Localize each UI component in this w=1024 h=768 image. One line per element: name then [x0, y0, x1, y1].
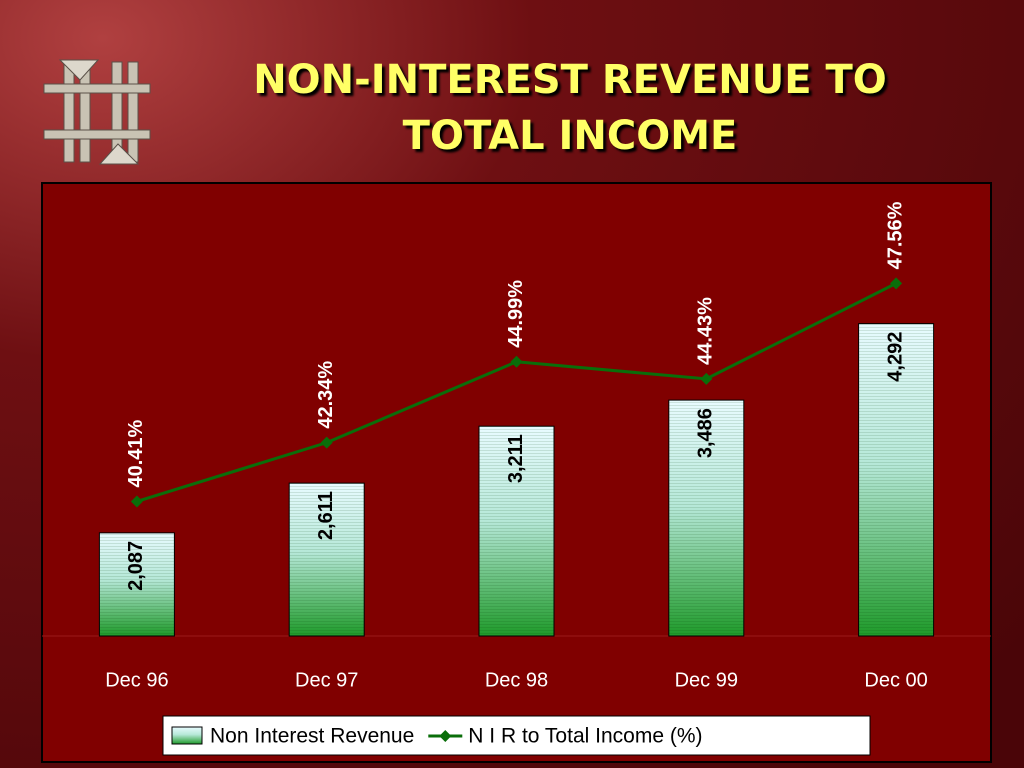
line-value-label: 44.43% — [695, 297, 717, 365]
bar-texture — [289, 483, 365, 636]
legend-label: Non Interest Revenue — [210, 725, 414, 748]
x-tick-label: Dec 99 — [675, 669, 738, 691]
bar-texture — [479, 426, 554, 636]
legend — [162, 715, 871, 756]
bar-texture — [668, 400, 744, 636]
x-tick-label: Dec 96 — [105, 669, 168, 691]
legend-label: N I R to Total Income (%) — [468, 725, 702, 748]
bar-texture — [99, 532, 175, 636]
line-value-label: 42.34% — [315, 361, 337, 429]
title: NON-INTEREST REVENUE TO TOTAL INCOME — [253, 57, 887, 159]
legend-swatch — [171, 726, 203, 745]
bar-value-label: 2,611 — [315, 491, 337, 540]
bar-value-label: 2,087 — [125, 541, 147, 591]
legend-marker — [439, 730, 452, 742]
line-marker — [510, 355, 523, 368]
line-marker — [130, 495, 143, 508]
x-tick-label: Dec 97 — [295, 669, 358, 691]
line-value-label: 40.41% — [125, 419, 147, 487]
bar-value-label: 3,211 — [505, 434, 527, 483]
x-tick-label: Dec 00 — [864, 669, 927, 691]
bar-texture — [858, 323, 934, 636]
line-marker — [320, 436, 333, 449]
line-marker — [890, 277, 903, 290]
line-value-label: 47.56% — [884, 201, 906, 269]
bar-value-label: 4,292 — [884, 332, 906, 382]
logo — [43, 59, 151, 165]
bar-value-label: 3,486 — [695, 408, 717, 458]
line-marker — [700, 372, 713, 385]
x-tick-label: Dec 98 — [485, 669, 548, 691]
line-value-label: 44.99% — [505, 280, 527, 348]
